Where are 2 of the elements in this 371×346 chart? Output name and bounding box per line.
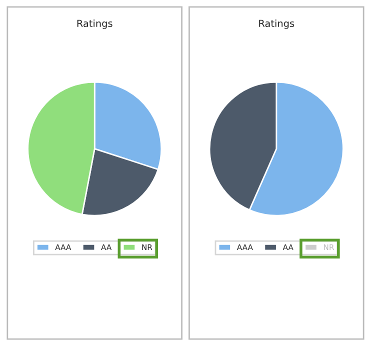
chart-title: Ratings — [77, 20, 112, 29]
chart-title: Ratings — [259, 20, 294, 29]
